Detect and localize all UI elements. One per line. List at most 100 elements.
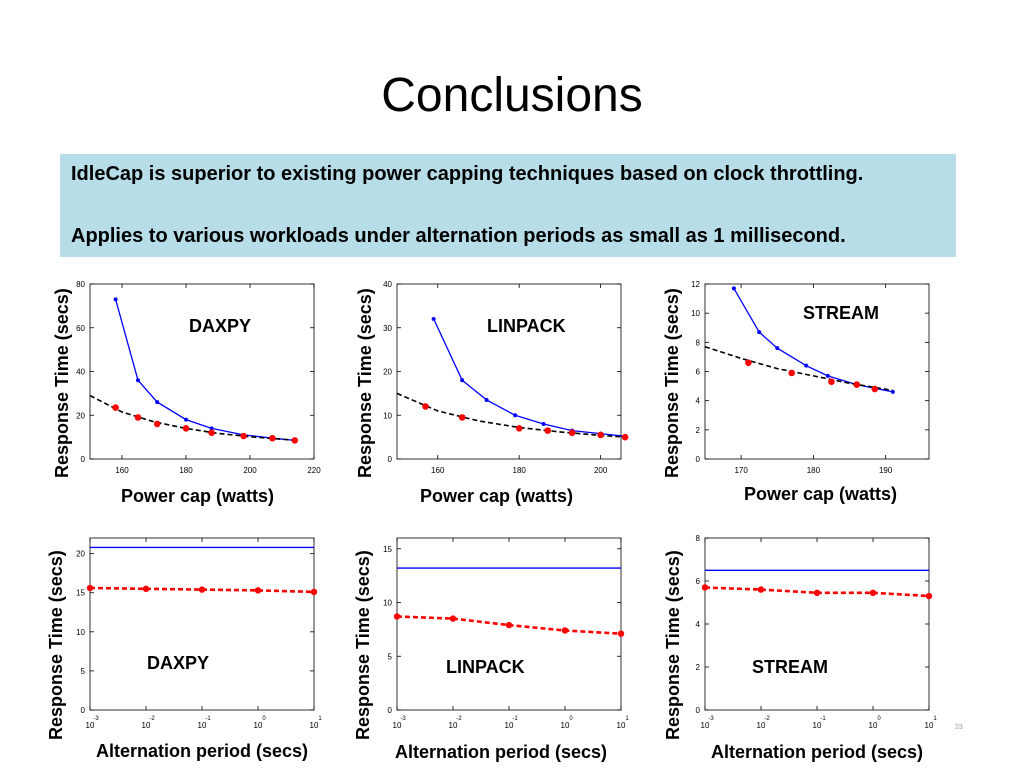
plot-frame [704, 537, 930, 711]
idlecap-point [458, 414, 466, 421]
idlecap-point [597, 431, 604, 439]
conclusion-box: IdleCap is superior to existing power ca… [60, 154, 956, 257]
x-tick-label-base: 10 [142, 721, 151, 730]
x-tick-label-exponent: -2 [149, 716, 155, 722]
x-tick-label-exponent: 1 [318, 716, 322, 722]
idlecap-point [568, 429, 576, 436]
clock-throttling-point [431, 317, 436, 321]
x-tick-label-base: 10 [925, 721, 934, 730]
x-axis-label: Power cap (watts) [744, 484, 898, 504]
idlecap-point [208, 429, 215, 436]
y-tick-label: 0 [81, 706, 86, 715]
idlecap-point [813, 589, 821, 597]
y-tick-label: 40 [76, 368, 85, 377]
workload-label: STREAM [752, 657, 828, 677]
x-tick-label-exponent: -1 [205, 716, 211, 722]
y-tick-label: 12 [691, 280, 700, 289]
idlecap-point [828, 378, 835, 385]
conclusion-line-1: IdleCap is superior to existing power ca… [71, 163, 864, 185]
y-axis-label: Response Time (secs) [663, 550, 683, 740]
idlecap-point [269, 435, 276, 442]
x-tick-label-base: 10 [869, 721, 878, 730]
x-tick-label: 220 [307, 466, 321, 475]
idlecap-point [745, 359, 752, 366]
plot-frame [89, 283, 315, 460]
idlecap-point [701, 584, 709, 591]
x-tick-label: 200 [243, 466, 257, 475]
x-tick-label: 180 [179, 466, 193, 475]
y-tick-label: 6 [696, 577, 701, 586]
y-tick-label: 4 [696, 620, 701, 629]
x-tick-label-base: 10 [813, 721, 822, 730]
clock-throttling-point [184, 417, 188, 422]
idlecap-point [505, 621, 513, 629]
idlecap-point [198, 586, 206, 593]
y-tick-label: 5 [81, 667, 86, 676]
x-tick-label-base: 10 [701, 721, 710, 730]
x-tick-label-base: 10 [561, 721, 570, 730]
clock-throttling-point [731, 286, 736, 291]
idlecap-point [617, 630, 625, 637]
x-tick-label: 170 [734, 466, 748, 475]
clock-throttling-point [460, 378, 465, 383]
idlecap-point [393, 613, 401, 620]
idlecap-point [182, 425, 190, 432]
slide-title: Conclusions [381, 69, 643, 122]
idlecap-point [134, 414, 142, 421]
x-tick-label-exponent: 1 [933, 716, 937, 722]
idlecap-point [254, 587, 262, 594]
y-tick-label: 20 [76, 411, 85, 420]
clock-throttling-point [825, 373, 830, 378]
x-tick-label-exponent: 1 [625, 716, 629, 722]
idlecap-point [925, 592, 933, 600]
x-tick-label-base: 10 [310, 721, 319, 730]
x-axis-label: Alternation period (secs) [96, 741, 309, 761]
x-tick-label-base: 10 [505, 721, 514, 730]
idlecap-point [853, 381, 860, 388]
idlecap-point [422, 403, 429, 410]
clock-throttling-point [113, 297, 118, 302]
idlecap-point [871, 385, 879, 393]
x-tick-label-base: 10 [449, 721, 458, 730]
x-tick-label: 180 [513, 466, 527, 475]
y-tick-label: 0 [696, 455, 701, 464]
y-tick-label: 80 [76, 280, 85, 289]
clock-throttling-point [513, 413, 518, 418]
y-tick-label: 10 [383, 599, 392, 608]
workload-label: LINPACK [487, 316, 566, 336]
y-tick-label: 15 [383, 545, 392, 554]
clock-throttling-point [209, 426, 214, 431]
clock-throttling-point [775, 346, 780, 351]
x-tick-label-base: 10 [198, 721, 207, 730]
conclusion-line-2: Applies to various workloads under alter… [71, 225, 846, 247]
clock-throttling-point [136, 378, 140, 383]
workload-label: DAXPY [147, 653, 210, 673]
y-tick-label: 0 [388, 706, 393, 715]
y-tick-label: 10 [691, 309, 700, 318]
idlecap-point [86, 584, 94, 592]
idlecap-point [291, 437, 298, 444]
workload-label: LINPACK [446, 657, 525, 677]
x-tick-label: 200 [594, 466, 608, 475]
idlecap-point [788, 369, 795, 377]
workload-label: STREAM [803, 303, 879, 323]
y-tick-label: 30 [383, 324, 392, 333]
y-tick-label: 20 [383, 368, 392, 377]
x-axis-label: Alternation period (secs) [711, 742, 924, 762]
fit-curve [89, 394, 299, 442]
x-tick-label: 190 [879, 466, 893, 475]
x-tick-label-exponent: -1 [820, 716, 826, 722]
y-tick-label: 0 [388, 455, 393, 464]
y-tick-label: 6 [696, 368, 701, 377]
y-tick-label: 20 [76, 550, 85, 559]
clock-throttling-point [757, 330, 762, 335]
clock-throttling-point [484, 397, 489, 402]
x-axis-label: Power cap (watts) [420, 486, 574, 506]
idlecap-point [561, 627, 569, 634]
y-tick-label: 2 [696, 426, 701, 435]
y-tick-label: 0 [81, 455, 86, 464]
